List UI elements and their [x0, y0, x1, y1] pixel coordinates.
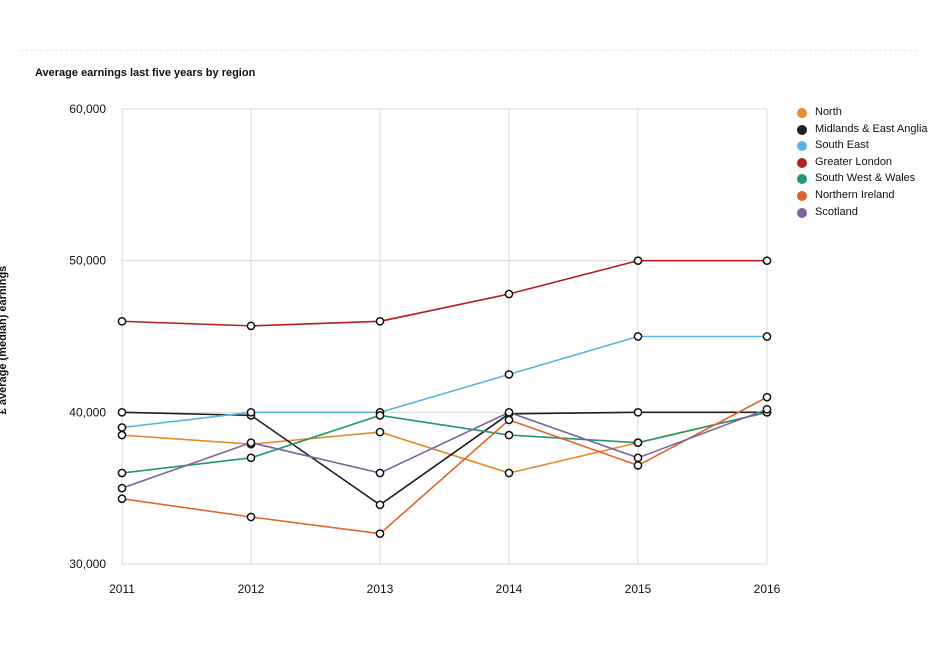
chart-title: Average earnings last five years by regi… [35, 67, 256, 79]
x-tick-label: 2015 [625, 582, 652, 596]
legend-item: Midlands & East Anglia [797, 122, 932, 138]
legend-swatch [797, 108, 807, 118]
legend-swatch [797, 207, 807, 218]
data-point [375, 316, 385, 326]
data-point [504, 430, 514, 440]
x-tick-label: 2014 [496, 582, 523, 596]
data-point [504, 407, 514, 417]
x-tick-label: 2012 [238, 582, 265, 596]
legend-label: South West & Wales [815, 172, 916, 185]
legend-label: Scotland [815, 205, 858, 218]
data-point [633, 453, 643, 463]
data-point [762, 332, 772, 341]
x-tick-label: 2013 [367, 582, 394, 596]
data-point [504, 468, 514, 478]
legend-label: South East [815, 139, 869, 152]
y-tick-label: 30,000 [69, 557, 106, 571]
data-point [117, 430, 127, 440]
legend-swatch [797, 157, 807, 168]
data-point [633, 407, 643, 417]
data-point [762, 392, 772, 402]
data-point [375, 529, 385, 539]
legend-swatch [797, 141, 807, 152]
legend-item: South West & Wales [797, 171, 932, 187]
legend-label: North [815, 106, 842, 118]
legend: North Midlands & East Anglia South East Gre… [797, 105, 932, 221]
data-point [375, 468, 385, 478]
legend-item: Greater London [797, 155, 932, 171]
series-line [121, 259, 767, 327]
data-point [633, 438, 643, 448]
legend-swatch [797, 174, 807, 185]
x-tick-label: 2011 [109, 582, 135, 596]
data-point [762, 404, 772, 414]
data-point [117, 468, 127, 478]
data-point [117, 494, 127, 504]
data-point [375, 427, 385, 437]
legend-label: Midlands & East Anglia [815, 122, 928, 135]
y-tick-label: 40,000 [69, 405, 106, 419]
x-tick-label: 2016 [754, 582, 781, 596]
data-point [504, 370, 514, 379]
legend-item: Scotland [797, 205, 932, 221]
data-point [246, 321, 256, 331]
data-point [504, 289, 514, 299]
data-point [375, 411, 385, 420]
legend-item: Northern Ireland [797, 188, 932, 204]
legend-item: North [797, 105, 932, 121]
legend-label: Greater London [815, 155, 893, 168]
data-point [504, 415, 514, 425]
data-point [246, 438, 256, 448]
top-divider [20, 50, 917, 51]
data-point [117, 423, 127, 432]
legend-item: South East [797, 138, 932, 154]
y-tick-label: 60,000 [69, 102, 106, 116]
series-line [121, 411, 767, 506]
series-line [121, 411, 768, 474]
data-point [117, 483, 127, 493]
data-point [375, 500, 385, 510]
data-point [117, 316, 127, 326]
legend-swatch [797, 190, 807, 201]
series-line [121, 396, 768, 535]
data-point [117, 407, 127, 417]
data-point [246, 407, 256, 417]
data-point [633, 461, 643, 470]
series-line [121, 335, 767, 429]
legend-label: Northern Ireland [815, 188, 895, 201]
data-point [246, 512, 256, 522]
series-line [121, 408, 768, 489]
data-point [246, 453, 256, 463]
data-point [633, 332, 643, 341]
data-point [633, 256, 643, 266]
legend-swatch [797, 124, 807, 135]
y-tick-label: 50,000 [69, 254, 106, 268]
data-point [762, 256, 772, 266]
